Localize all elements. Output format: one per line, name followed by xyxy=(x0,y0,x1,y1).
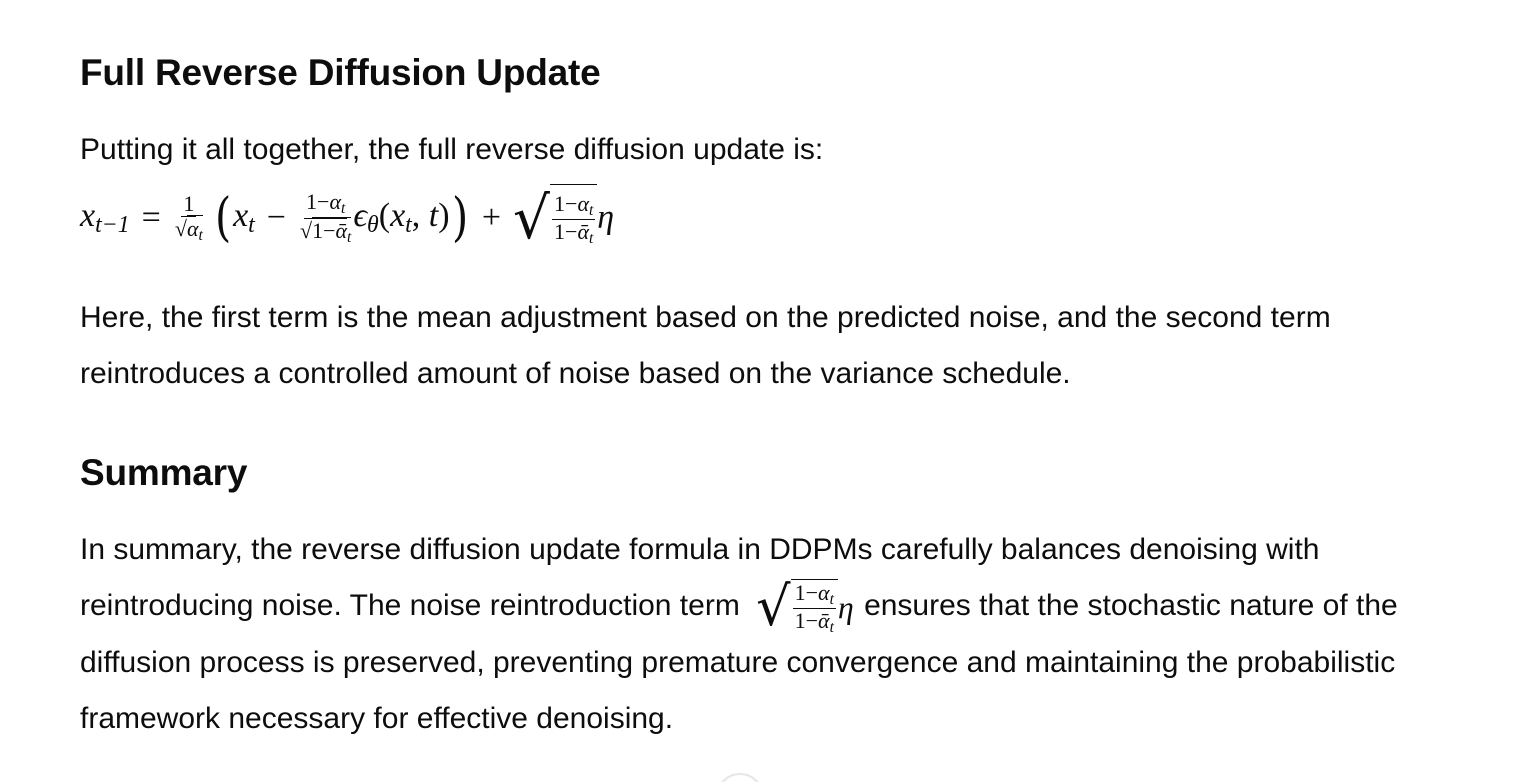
reverse-diffusion-equation: xt−1 = 1 √αt ( xt − 1−αt √1−ᾱt ϵθ(xt, t)… xyxy=(80,184,615,252)
intro-paragraph: Putting it all together, the full revers… xyxy=(80,133,824,166)
section-heading-summary: Summary xyxy=(80,452,248,493)
scroll-down-button[interactable] xyxy=(716,773,764,782)
summary-text-after: ensures that the stochastic nature of th… xyxy=(80,589,1398,736)
noise-term-inline-math: √ 1−αt 1−ᾱt η xyxy=(756,575,854,639)
explanation-paragraph: Here, the first term is the mean adjustm… xyxy=(80,301,1331,390)
summary-paragraph: In summary, the reverse diffusion update… xyxy=(80,522,1490,747)
summary-text-before: In summary, the reverse diffusion update… xyxy=(80,533,1320,622)
section-heading-full-reverse-diffusion-update: Full Reverse Diffusion Update xyxy=(80,52,601,93)
